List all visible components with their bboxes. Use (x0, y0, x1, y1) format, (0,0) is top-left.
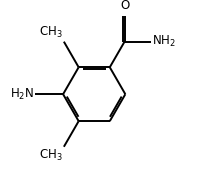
Text: NH$_2$: NH$_2$ (152, 34, 176, 49)
Text: O: O (120, 0, 129, 12)
Text: CH$_3$: CH$_3$ (39, 25, 63, 40)
Text: H$_2$N: H$_2$N (10, 87, 34, 102)
Text: CH$_3$: CH$_3$ (39, 148, 63, 163)
